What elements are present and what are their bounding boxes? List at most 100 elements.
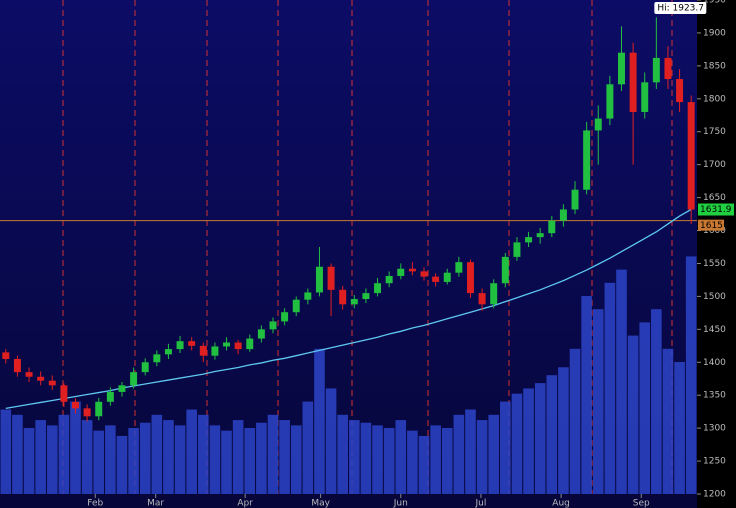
y-tick-label: 1250 [703, 457, 726, 467]
volume-bar [116, 435, 128, 494]
volume-bar [209, 425, 221, 494]
x-tick-label: Apr [237, 499, 253, 508]
candle-body [385, 275, 393, 284]
candle-body [687, 102, 695, 210]
candle-body [641, 82, 649, 112]
candle-body [397, 268, 405, 276]
candle-body [362, 293, 370, 300]
volume-bar [267, 414, 279, 494]
x-tick-label: Jun [393, 499, 408, 508]
volume-bar [627, 335, 639, 494]
volume-bar [581, 296, 592, 494]
x-tick-label: Aug [552, 499, 570, 508]
candle-body [2, 352, 10, 359]
volume-bar [256, 422, 267, 494]
volume-bar [395, 420, 407, 494]
candle-body [281, 312, 289, 322]
volume-bar [407, 430, 418, 494]
candle-body [525, 237, 533, 243]
volume-bar [500, 401, 511, 494]
volume-bar [46, 425, 58, 494]
volume-bar [453, 414, 465, 494]
volume-bar [70, 401, 81, 494]
y-tick-label: 1500 [703, 292, 726, 302]
candle-body [536, 233, 544, 238]
volume-bar [58, 414, 70, 494]
x-tick-label: Jul [475, 499, 487, 508]
candle-body [304, 292, 312, 300]
volume-bar [174, 425, 186, 494]
candle-body [234, 342, 242, 350]
reference-label: 1615 [700, 221, 723, 231]
candle-body [548, 220, 556, 234]
candle-body [292, 299, 300, 313]
candle-body [455, 262, 463, 273]
volume-bar [163, 420, 174, 494]
volume-bar [651, 309, 662, 494]
volume-bar [314, 348, 325, 494]
candle-body [83, 408, 91, 417]
candle-body [652, 57, 660, 83]
volume-bar [383, 428, 395, 494]
volume-bar [418, 435, 430, 494]
candle-body [164, 349, 172, 355]
volume-bar [81, 420, 93, 494]
x-tick-label: May [311, 499, 330, 508]
candle-body [60, 385, 68, 402]
candle-body [269, 321, 277, 330]
volume-bar [349, 420, 360, 494]
y-tick-label: 1400 [703, 358, 726, 368]
volume-bar [35, 420, 46, 494]
candle-body [95, 401, 103, 417]
candle-body [420, 271, 428, 277]
y-tick-label: 1850 [703, 61, 726, 71]
reference-label-box [698, 219, 724, 231]
candle-body [478, 293, 486, 305]
x-tick-label: Feb [87, 499, 103, 508]
volume-bar [105, 425, 116, 494]
volume-bar [325, 388, 337, 494]
y-tick-label: 1600 [703, 226, 726, 236]
volume-bar [244, 428, 256, 494]
candle-body [118, 385, 126, 392]
high-label: Hi: 1923.7 [657, 4, 704, 14]
candle-body [223, 342, 231, 347]
y-tick-label: 1800 [703, 94, 726, 104]
plot-background [0, 0, 697, 508]
volume-bar [279, 420, 290, 494]
candle-body [37, 376, 45, 381]
candle-body [153, 354, 161, 363]
volume-bar [93, 430, 105, 494]
candle-body [571, 189, 579, 210]
volume-bar [151, 414, 163, 494]
y-tick-label: 1350 [703, 391, 726, 401]
volume-bar [221, 430, 232, 494]
candle-body [130, 372, 138, 386]
candle-body [513, 242, 521, 257]
x-tick-label: Mar [147, 499, 164, 508]
candle-body [443, 272, 451, 282]
volume-bar [604, 282, 616, 494]
candle-body [466, 262, 474, 294]
volume-bar [662, 348, 674, 494]
volume-bar [23, 428, 35, 494]
volume-bar [523, 388, 534, 494]
last-price-box [698, 203, 734, 216]
volume-bar [488, 414, 500, 494]
volume-bar [639, 322, 651, 494]
candle-body [408, 268, 416, 272]
candle-body [490, 283, 498, 305]
volume-bar [592, 309, 604, 494]
candle-body [339, 289, 347, 305]
y-tick-label: 1550 [703, 259, 726, 269]
y-tick-label: 1200 [703, 490, 726, 500]
candle-body [199, 345, 207, 356]
candle-body [559, 209, 567, 221]
candle-body [141, 362, 149, 373]
candle-body [501, 256, 509, 284]
volume-bar [465, 409, 476, 494]
candle-body [106, 391, 114, 402]
candle-body [594, 118, 602, 131]
volume-bar [430, 425, 441, 494]
